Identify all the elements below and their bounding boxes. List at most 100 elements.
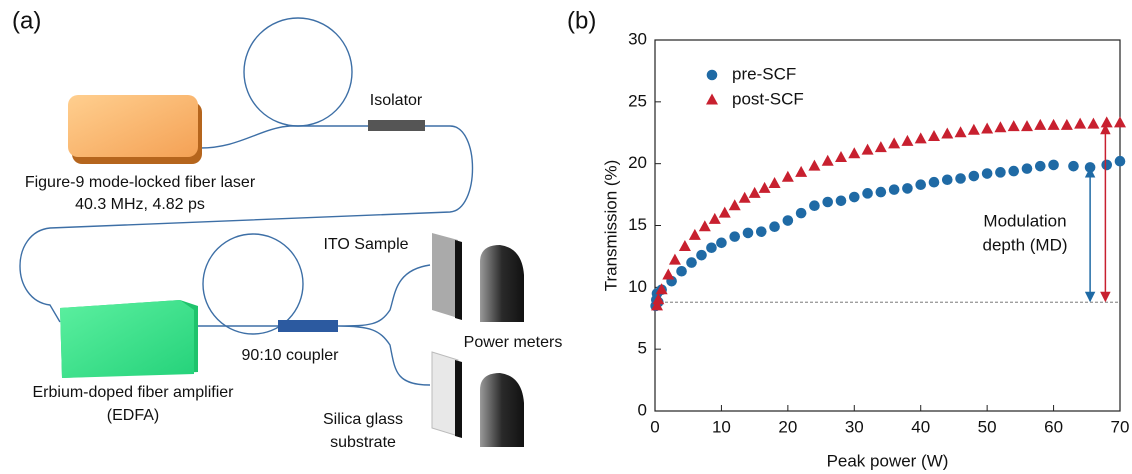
label: substrate [330,434,396,451]
x-tick-label: 10 [712,417,731,436]
edfa-box [60,300,194,378]
silica-plate-edge [455,360,462,438]
point [696,249,707,261]
ito-plate [432,233,458,318]
point [768,176,781,188]
point [728,199,741,211]
point [676,265,687,277]
fiber-loop [202,233,304,335]
x-tick-label: 40 [911,417,930,436]
point [1021,120,1033,132]
y-tick-label: 0 [638,400,647,419]
y-tick-label: 30 [628,29,647,48]
point [708,212,721,224]
point [1068,160,1079,172]
point [981,122,994,134]
point [795,207,807,219]
legend-label: post-SCF [732,89,804,108]
point [1074,117,1087,129]
point [758,181,771,193]
point [928,129,940,141]
laser-box [68,95,198,157]
point [662,268,675,280]
point [718,206,731,218]
point [769,221,780,233]
x-tick-label: 70 [1111,417,1130,436]
point [650,299,663,311]
label: (EDFA) [107,407,159,424]
panel-label: (b) [567,7,596,34]
point [1101,159,1113,171]
fiber [19,125,474,323]
point [782,215,794,226]
label: Power meters [464,334,563,351]
point [835,150,847,162]
point [954,126,967,138]
point [1008,165,1020,177]
point [755,226,767,237]
annotation: depth (MD) [982,235,1067,254]
panel-b: (b) 0 5 10 15 20 25 30 0 10 20 30 40 50 60 70 Peak powe… [567,7,1129,470]
coupler-box [278,320,338,332]
point [808,159,821,171]
annotation: Modulation [983,211,1066,230]
point [888,184,900,195]
point [1034,118,1047,130]
point [706,93,718,105]
point [1060,118,1073,130]
point [706,242,717,254]
y-tick-label: 25 [628,91,647,110]
point [1114,116,1126,128]
point [848,147,861,159]
point [875,186,887,198]
point [1048,159,1059,171]
point [914,132,927,144]
point [688,228,701,240]
point [1021,163,1033,174]
point [848,191,860,203]
point [706,69,718,81]
point [981,168,993,179]
point [1087,117,1100,129]
point [668,253,681,265]
point [902,183,913,194]
panel-label: (a) [12,7,41,34]
point [781,170,794,182]
y-tick-label: 5 [638,339,647,358]
point [716,237,727,249]
point [742,227,754,239]
fiber-loop [243,17,353,127]
point [861,143,874,155]
point [686,257,697,268]
point [967,123,980,135]
fiber [195,264,431,386]
point [738,191,751,203]
point [941,127,954,139]
label: ITO Sample [323,236,408,253]
point [678,240,691,252]
silica-plate [431,351,459,437]
ito-plate-edge [455,240,462,320]
point [915,179,927,190]
point [928,176,940,188]
x-tick-label: 60 [1044,417,1063,436]
point [968,170,980,182]
point [1100,116,1113,128]
point [729,231,741,242]
x-tick-label: 0 [650,417,659,436]
x-tick-label: 20 [778,417,797,436]
isolator-box [368,120,425,131]
point [698,220,711,232]
point [652,293,665,305]
label: Erbium-doped fiber amplifier [33,384,235,401]
point [835,195,847,207]
point [1034,160,1046,172]
x-tick-label: 50 [978,417,997,436]
label: Isolator [370,92,423,109]
point [748,186,761,198]
legend-label: pre-SCF [732,64,796,83]
y-axis-label: Transmission (%) [601,160,620,292]
point [874,141,887,153]
point [809,200,820,212]
point [901,134,914,146]
